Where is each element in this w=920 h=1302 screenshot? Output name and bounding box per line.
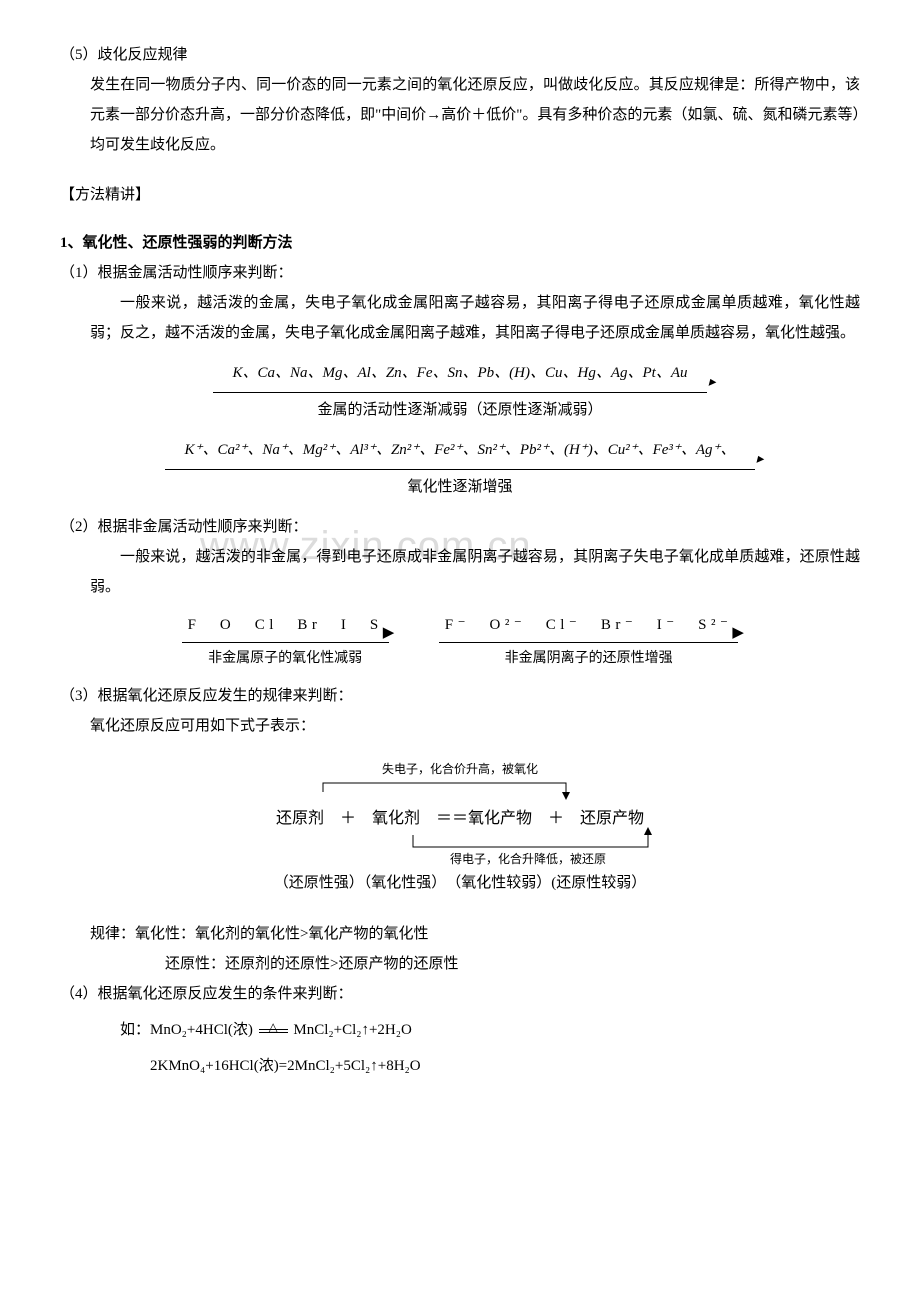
p2-body: 一般来说，越活泼的非金属，得到电子还原成非金属阴离子越容易，其阴离子失电子氧化成…: [60, 542, 860, 602]
heating-symbol: △: [257, 1029, 290, 1033]
redox-diagram: 失电子，化合价升高，被氧化 还原剂 ＋ 氧化剂 ＝＝氧化产物 ＋ 还原产物 得电…: [60, 755, 860, 905]
sec5-heading: （5）歧化反应规律: [60, 40, 860, 70]
rule-label: 规律：: [90, 926, 135, 942]
p1-body: 一般来说，越活泼的金属，失电子氧化成金属阳离子越容易，其阳离子得电子还原成金属单…: [60, 288, 860, 348]
nonmetal-left-caption: 非金属原子的氧化性减弱: [182, 645, 389, 673]
p3-lead: 氧化还原反应可用如下式子表示：: [60, 711, 860, 741]
nonmetal-right-caption: 非金属阴离子的还原性增强: [439, 645, 739, 673]
sec5-body: 发生在同一物质分子内、同一价态的同一元素之间的氧化还原反应，叫做歧化反应。其反应…: [60, 70, 860, 160]
rule-line-1: 规律：氧化性：氧化剂的氧化性>氧化产物的氧化性: [60, 919, 860, 949]
topic1-title: 1、氧化性、还原性强弱的判断方法: [60, 228, 860, 258]
arrow-icon: ▸: [756, 446, 763, 474]
nonmetal-left: F O Cl Br I S ▶ 非金属原子的氧化性减弱: [182, 610, 389, 673]
p4-heading: （4）根据氧化还原反应发生的条件来判断：: [60, 979, 860, 1009]
metal-series-1-text: K、Ca、Na、Mg、Al、Zn、Fe、Sn、Pb、(H)、Cu、Hg、Ag、P…: [233, 365, 688, 381]
diagram-row: 还原剂 ＋ 氧化剂 ＝＝氧化产物 ＋ 还原产物: [276, 809, 644, 827]
diagram-strength-row: （还原性强）（氧化性强） （氧化性较弱）(还原性较弱）: [274, 873, 647, 891]
nonmetal-row: F O Cl Br I S ▶ 非金属原子的氧化性减弱 F⁻ O²⁻ Cl⁻ B…: [60, 610, 860, 673]
metal-series-2-text: K⁺、Ca²⁺、Na⁺、Mg²⁺、Al³⁺、Zn²⁺、Fe²⁺、Sn²⁺、Pb²…: [185, 442, 736, 458]
p1-heading: （1）根据金属活动性顺序来判断：: [60, 258, 860, 288]
eq-prefix: 如：: [120, 1022, 150, 1038]
arrowhead-icon: ▶: [732, 618, 748, 648]
metal-series-2-caption: 氧化性逐渐增强: [60, 472, 860, 502]
nonmetal-left-items: F O Cl Br I S: [188, 617, 383, 633]
nonmetal-right: F⁻ O²⁻ Cl⁻ Br⁻ I⁻ S²⁻ ▶ 非金属阴离子的还原性增强: [439, 610, 739, 673]
diagram-top-note: 失电子，化合价升高，被氧化: [382, 761, 538, 776]
equation-1: 如：MnO₂+4HCl(浓) △ MnCl₂+Cl₂↑+2H₂O: [60, 1015, 860, 1045]
arrowhead-icon: ▶: [383, 618, 399, 648]
rule1-text: 氧化性：氧化剂的氧化性>氧化产物的氧化性: [135, 926, 428, 942]
equation-2: 2KMnO₄+16HCl(浓)=2MnCl₂+5Cl₂↑+8H₂O: [60, 1051, 860, 1081]
p3-heading: （3）根据氧化还原反应发生的规律来判断：: [60, 681, 860, 711]
metal-series-1-caption: 金属的活动性逐渐减弱（还原性逐渐减弱）: [60, 395, 860, 425]
diagram-bottom-note: 得电子，化合升降低，被还原: [450, 851, 606, 866]
eq1-right: MnCl₂+Cl₂↑+2H₂O: [293, 1022, 411, 1038]
nonmetal-right-items: F⁻ O²⁻ Cl⁻ Br⁻ I⁻ S²⁻: [445, 617, 733, 633]
eq1-left: MnO₂+4HCl(浓): [150, 1022, 253, 1038]
arrow-icon: ▸: [708, 369, 715, 397]
p2-heading: （2）根据非金属活动性顺序来判断：: [60, 512, 860, 542]
rule2-text: 还原性：还原剂的还原性>还原产物的还原性: [60, 949, 860, 979]
metal-series-1: K、Ca、Na、Mg、Al、Zn、Fe、Sn、Pb、(H)、Cu、Hg、Ag、P…: [60, 358, 860, 425]
methods-label: 【方法精讲】: [60, 180, 860, 210]
metal-series-2: K⁺、Ca²⁺、Na⁺、Mg²⁺、Al³⁺、Zn²⁺、Fe²⁺、Sn²⁺、Pb²…: [60, 435, 860, 502]
